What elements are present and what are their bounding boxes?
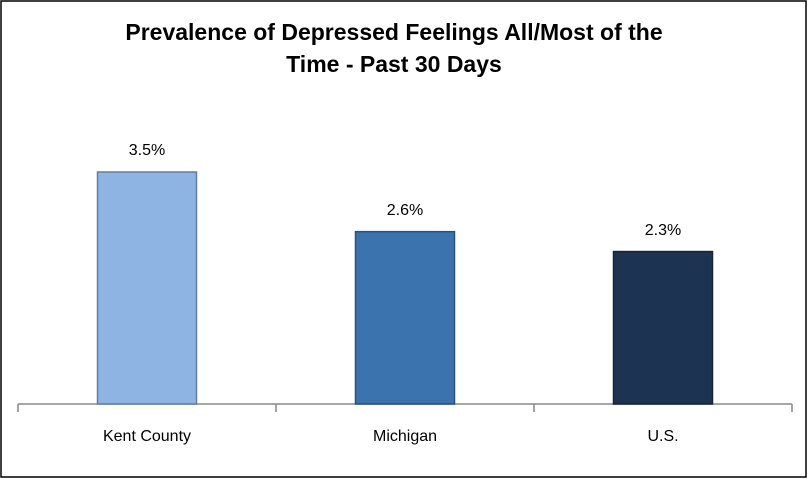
bar: [96, 171, 198, 405]
x-tick-label: Kent County: [103, 428, 191, 445]
value-label: 3.5%: [129, 142, 165, 159]
chart-title: Prevalence of Depressed Feelings All/Mos…: [125, 19, 663, 77]
bar: [612, 250, 714, 405]
bar: [354, 230, 456, 405]
value-label: 2.3%: [645, 222, 681, 239]
x-tick-label: Michigan: [373, 428, 437, 445]
value-label: 2.6%: [387, 202, 423, 219]
x-tick-label: U.S.: [647, 428, 678, 445]
